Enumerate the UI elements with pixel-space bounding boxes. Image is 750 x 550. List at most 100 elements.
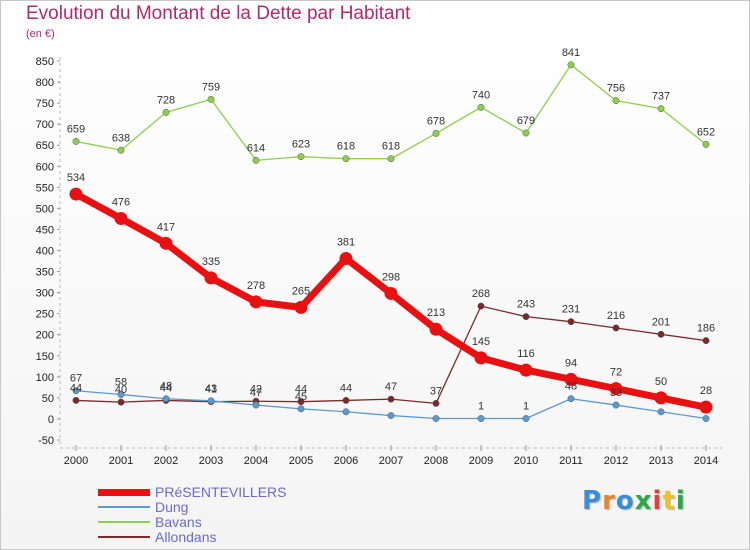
data-point (567, 318, 575, 326)
data-label: 40 (115, 384, 127, 396)
data-label: 268 (472, 288, 490, 300)
legend-label: PRéSENTEVILLERS (155, 484, 287, 500)
data-label: 47 (250, 387, 262, 399)
data-point (564, 372, 578, 386)
y-tick-label: 550 (36, 182, 54, 194)
data-label: 44 (160, 382, 172, 394)
data-label: 623 (292, 139, 310, 151)
data-label: 72 (610, 367, 622, 379)
legend-item: Dung (98, 499, 358, 515)
data-label: 417 (157, 221, 175, 233)
data-label: 42 (250, 383, 262, 395)
legend-item: Allondans (98, 529, 358, 545)
data-label: 243 (517, 299, 535, 311)
x-tick-label: 2011 (559, 455, 583, 467)
x-tick-label: 2004 (244, 455, 268, 467)
data-label: 652 (697, 126, 715, 138)
data-label: 201 (652, 316, 670, 328)
data-label: 618 (382, 141, 400, 153)
data-point (474, 351, 488, 365)
data-point (339, 252, 353, 266)
data-point (387, 412, 395, 420)
data-label: 841 (562, 47, 580, 59)
legend-item: PRéSENTEVILLERS (98, 484, 358, 500)
data-point (702, 140, 710, 148)
data-point (387, 155, 395, 163)
legend-swatch (98, 506, 150, 508)
data-point (702, 337, 710, 345)
y-tick-label: 150 (36, 351, 54, 363)
data-point (342, 396, 350, 404)
data-point (72, 387, 80, 395)
x-tick-label: 2005 (289, 455, 313, 467)
data-point (72, 137, 80, 145)
data-point (297, 398, 305, 406)
data-label: 756 (607, 83, 625, 95)
data-label: 48 (160, 381, 172, 393)
chart-title: Evolution du Montant de la Dette par Hab… (26, 3, 411, 24)
data-point (204, 271, 218, 285)
x-tick-label: 2013 (649, 455, 673, 467)
data-label: 1 (478, 401, 484, 413)
data-label: 186 (697, 323, 715, 335)
x-tick-label: 2006 (334, 455, 358, 467)
data-label: 476 (112, 196, 130, 208)
y-tick-label: 850 (36, 56, 54, 68)
legend-label: Dung (155, 499, 189, 515)
data-label: 737 (652, 91, 670, 103)
data-point (567, 395, 575, 403)
x-tick-label: 2001 (109, 455, 133, 467)
data-point (162, 108, 170, 116)
data-point (114, 211, 128, 225)
x-tick-label: 2012 (604, 455, 628, 467)
data-point (117, 398, 125, 406)
data-point (387, 395, 395, 403)
data-label: 41 (205, 384, 217, 396)
data-point (657, 330, 665, 338)
data-point (294, 300, 308, 314)
data-label: 740 (472, 89, 490, 101)
data-point (69, 187, 83, 201)
y-tick-label: 200 (36, 330, 54, 342)
y-tick-label: -50 (38, 435, 54, 447)
data-label: 48 (565, 381, 577, 393)
data-label: 618 (337, 141, 355, 153)
data-label: 298 (382, 271, 400, 283)
data-label: 37 (430, 385, 442, 397)
data-point (609, 382, 623, 396)
y-tick-label: 700 (36, 119, 54, 131)
data-label: 678 (427, 115, 445, 127)
y-tick-label: 50 (42, 393, 54, 405)
x-tick-label: 2002 (154, 455, 178, 467)
data-point (252, 156, 260, 164)
legend-label: Allondans (155, 529, 217, 545)
x-tick-label: 2007 (379, 455, 403, 467)
data-point (384, 286, 398, 300)
data-label: 58 (115, 377, 127, 389)
data-point (612, 401, 620, 409)
data-label: 33 (610, 387, 622, 399)
data-point (207, 95, 215, 103)
data-point (252, 401, 260, 409)
data-point (249, 295, 263, 309)
data-label: 44 (70, 382, 82, 394)
y-tick-label: 100 (36, 372, 54, 384)
data-point (162, 395, 170, 403)
data-label: 534 (67, 172, 85, 184)
data-point (612, 324, 620, 332)
y-tick-label: 450 (36, 224, 54, 236)
x-tick-label: 2008 (424, 455, 448, 467)
y-tick-label: 800 (36, 77, 54, 89)
data-point (522, 129, 530, 137)
y-tick-label: 600 (36, 161, 54, 173)
chart-unit: (en €) (26, 28, 55, 40)
data-point (477, 302, 485, 310)
y-tick-label: 400 (36, 246, 54, 258)
data-label: 67 (70, 373, 82, 385)
data-point (432, 399, 440, 407)
legend-swatch (98, 536, 150, 538)
data-label: 145 (472, 336, 490, 348)
data-label: 614 (247, 142, 265, 154)
data-point (117, 391, 125, 398)
